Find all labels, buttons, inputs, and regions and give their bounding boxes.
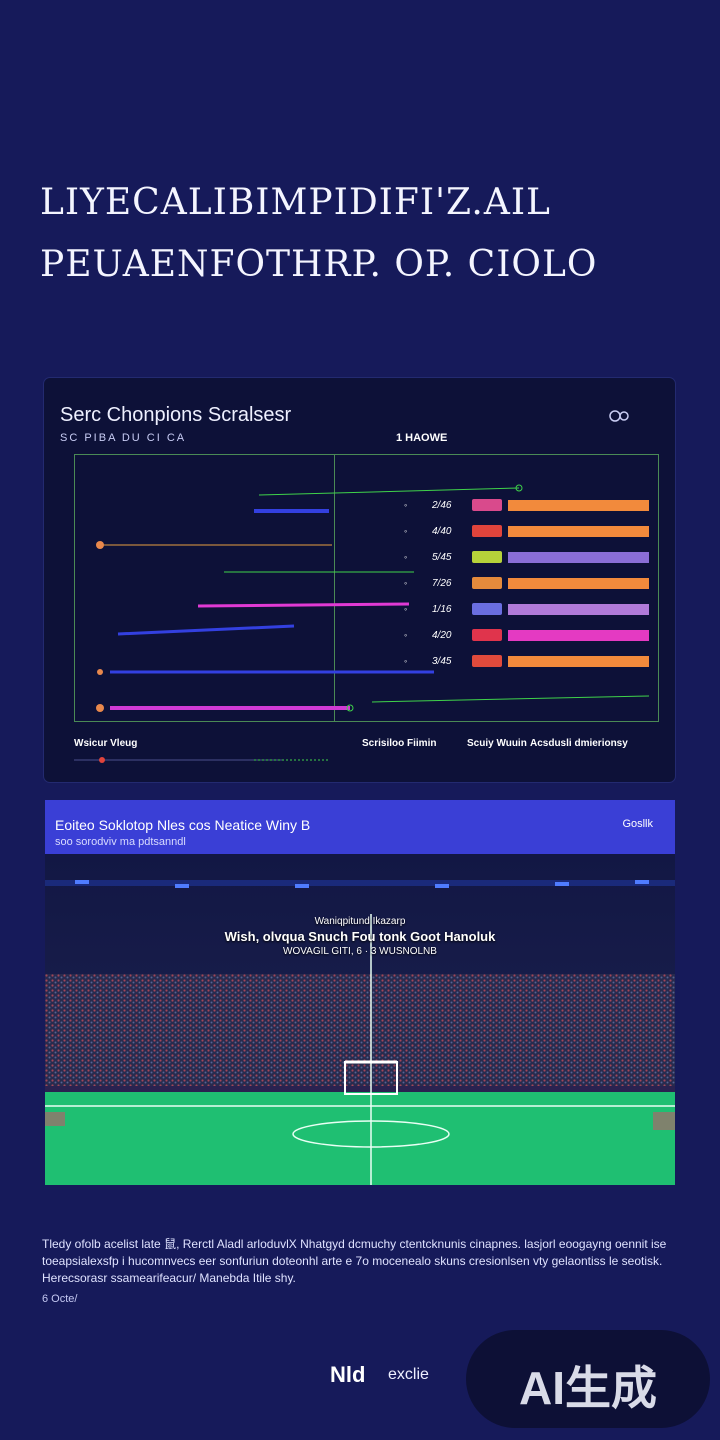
row-badge xyxy=(472,655,502,667)
legend-left: Wsicur Vleug xyxy=(74,738,138,749)
row-badge xyxy=(472,499,502,511)
footer-sub: exclie xyxy=(388,1366,429,1383)
comparison-plot: ◦ 2/46 ◦ 4/40 ◦ 5/45 ◦ 7/26 ◦ 1/16 xyxy=(74,454,659,722)
legend-right-1: Scuiy Wuuin xyxy=(467,738,527,749)
row-fill xyxy=(508,577,649,589)
row-value: 4/40 xyxy=(432,525,452,537)
row-value: 7/26 xyxy=(432,577,452,589)
row-track xyxy=(508,499,684,511)
row-marker: ◦ xyxy=(404,526,408,536)
description-meta: 6 Octe/ xyxy=(42,1293,78,1305)
row-track xyxy=(508,655,684,667)
legend-right-2: Acsdusli dmierionsy xyxy=(530,738,628,749)
bar-row: ◦ 2/46 xyxy=(404,498,684,512)
ai-generated-badge: AI生成 xyxy=(466,1330,710,1428)
ai-badge-label: AI生成 xyxy=(519,1362,657,1414)
row-marker: ◦ xyxy=(404,656,408,666)
stadium-caption-sub: WOVAGIL GITI, 6 · 3 WUSNOLNB xyxy=(283,946,437,957)
settings-icon[interactable] xyxy=(607,406,631,426)
row-value: 1/16 xyxy=(432,603,452,615)
row-fill xyxy=(508,655,649,667)
description-text: Tledy ofolb acelist late 鼠, Rerctl Aladl… xyxy=(42,1237,667,1285)
bar-row: ◦ 3/45 xyxy=(404,654,684,668)
row-marker: ◦ xyxy=(404,630,408,640)
footer-brand: Nld xyxy=(330,1362,366,1387)
row-badge xyxy=(472,577,502,589)
row-fill xyxy=(508,499,649,511)
stadium-caption: Waniqpitund Ikazarp Wish, olvqua Snuch F… xyxy=(45,916,675,957)
row-track xyxy=(508,551,684,563)
legend-mid: Scrisiloo Fiimin xyxy=(362,738,437,749)
plot-lines xyxy=(96,484,650,712)
card-tag: 1 HAOWE xyxy=(396,432,448,444)
headline-line-2: PEUAENFOTHRP. OP. CIOLO xyxy=(40,244,598,285)
row-value: 4/20 xyxy=(432,629,452,641)
card-subtitle: SC PIBA DU CI CA xyxy=(60,432,187,444)
row-badge xyxy=(472,629,502,641)
banner-subtitle: soo sorodviv ma pdtsanndl xyxy=(55,836,186,848)
bar-row: ◦ 5/45 xyxy=(404,550,684,564)
card-title: Serc Chonpions Scralsesr xyxy=(60,404,292,426)
bar-row: ◦ 4/20 xyxy=(404,628,684,642)
bar-row: ◦ 1/16 xyxy=(404,602,684,616)
row-fill xyxy=(508,603,649,615)
stadium-caption-top: Waniqpitund Ikazarp xyxy=(314,916,406,927)
row-fill xyxy=(508,525,649,537)
bar-row: ◦ 4/40 xyxy=(404,524,684,538)
banner-title: Eoiteo Soklotop Nles cos Neatice Winy B xyxy=(55,817,311,833)
stadium-illustration xyxy=(45,854,675,1185)
legend-scale xyxy=(74,757,329,763)
bar-row: ◦ 7/26 xyxy=(404,576,684,590)
stadium-image: Waniqpitund Ikazarp Wish, olvqua Snuch F… xyxy=(45,854,675,1185)
row-fill xyxy=(508,551,649,563)
section-banner: Eoiteo Soklotop Nles cos Neatice Winy B … xyxy=(45,800,675,854)
row-marker: ◦ xyxy=(404,500,408,510)
row-marker: ◦ xyxy=(404,552,408,562)
row-track xyxy=(508,603,684,615)
row-badge xyxy=(472,525,502,537)
page-headline: LIYECALIBIMPIDIFI'Z.AIL PEUAENFOTHRP. OP… xyxy=(40,172,690,296)
stats-card: Serc Chonpions Scralsesr SC PIBA DU CI C… xyxy=(44,378,675,782)
row-marker: ◦ xyxy=(404,604,408,614)
row-fill xyxy=(508,629,649,641)
row-track xyxy=(508,577,684,589)
row-value: 5/45 xyxy=(432,551,452,563)
plot-divider xyxy=(334,454,335,722)
plot-frame xyxy=(74,454,659,722)
row-value: 2/46 xyxy=(432,499,452,511)
row-track xyxy=(508,525,684,537)
description-block: Tledy ofolb acelist late 鼠, Rerctl Aladl… xyxy=(42,1236,682,1308)
row-track xyxy=(508,629,684,641)
stadium-caption-main: Wish, olvqua Snuch Fou tonk Goot Hanoluk xyxy=(224,929,496,944)
row-marker: ◦ xyxy=(404,578,408,588)
headline-line-1: LIYECALIBIMPIDIFI'Z.AIL xyxy=(40,182,551,223)
row-badge xyxy=(472,603,502,615)
row-value: 3/45 xyxy=(432,655,452,667)
row-badge xyxy=(472,551,502,563)
banner-action-link[interactable]: Gosllk xyxy=(622,818,653,830)
